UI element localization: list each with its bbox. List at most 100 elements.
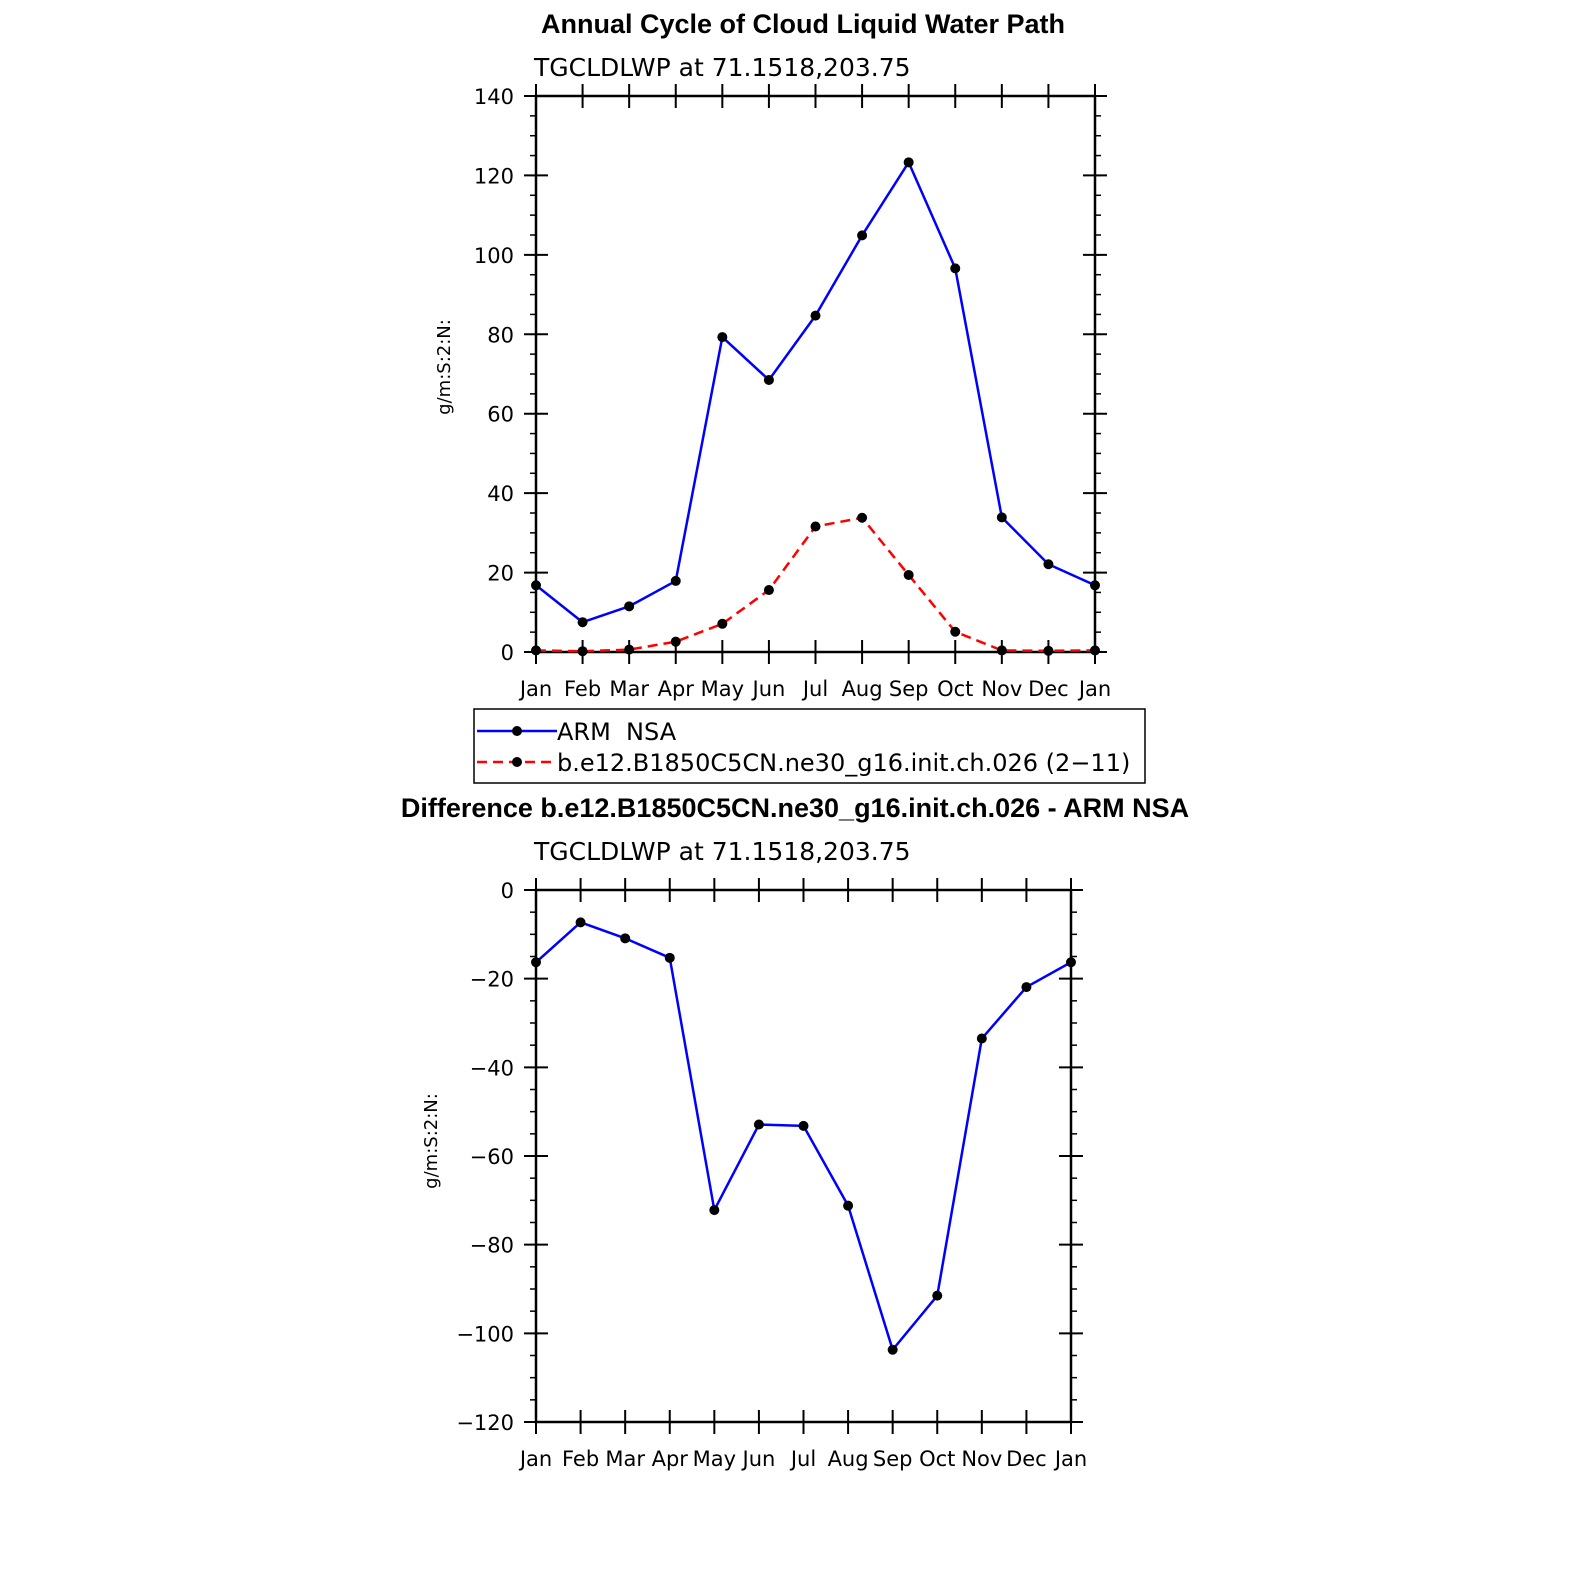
x-tick-label: Oct bbox=[937, 677, 973, 701]
data-point bbox=[903, 569, 914, 580]
x-tick-label: Jan bbox=[1077, 677, 1111, 701]
data-point bbox=[763, 374, 774, 385]
y-tick-label: −120 bbox=[456, 1411, 514, 1435]
x-tick-label: Jul bbox=[801, 677, 828, 701]
chart2-frame bbox=[534, 888, 1073, 1424]
data-point bbox=[531, 957, 541, 968]
x-tick-label: Dec bbox=[1006, 1447, 1047, 1471]
data-point bbox=[670, 575, 681, 586]
data-point bbox=[575, 917, 586, 928]
x-tick-label: Nov bbox=[961, 1447, 1002, 1471]
data-point bbox=[950, 263, 961, 274]
chart2-subtitle: TGCLDLWP at 71.1518,203.75 bbox=[533, 837, 911, 866]
data-point bbox=[1090, 580, 1100, 591]
data-point bbox=[624, 601, 635, 612]
x-tick-label: Jun bbox=[741, 1447, 776, 1471]
chart2-ylabel: g/m:S:2:N: bbox=[421, 1093, 442, 1189]
x-tick-label: Oct bbox=[919, 1447, 955, 1471]
y-tick-label: 140 bbox=[474, 85, 514, 109]
data-point bbox=[976, 1033, 987, 1044]
y-tick-label: −100 bbox=[456, 1322, 514, 1346]
y-tick-label: 100 bbox=[474, 244, 514, 268]
data-point bbox=[810, 310, 821, 321]
legend-label-model: b.e12.B1850C5CN.ne30_g16.init.ch.026 (2−… bbox=[557, 749, 1130, 777]
x-tick-label: Apr bbox=[652, 1447, 689, 1471]
chart2-plot-area bbox=[531, 917, 1076, 1355]
x-tick-label: Feb bbox=[562, 1447, 599, 1471]
x-tick-label: May bbox=[693, 1447, 736, 1471]
data-point bbox=[664, 952, 675, 963]
data-point bbox=[531, 645, 541, 656]
legend-label-arm-nsa: ARM NSA bbox=[557, 718, 677, 746]
data-point bbox=[753, 1119, 764, 1130]
x-tick-label: Jan bbox=[518, 677, 552, 701]
chart1-legend: ARM NSA b.e12.B1850C5CN.ne30_g16.init.ch… bbox=[473, 708, 1146, 784]
x-tick-label: Jul bbox=[789, 1447, 816, 1471]
data-point bbox=[717, 332, 728, 343]
data-point bbox=[577, 617, 588, 628]
x-tick-label: Apr bbox=[658, 677, 695, 701]
y-tick-label: −40 bbox=[470, 1056, 514, 1080]
data-point bbox=[763, 585, 774, 596]
data-point bbox=[1066, 957, 1076, 968]
data-point bbox=[709, 1205, 720, 1216]
chart-difference: Difference b.e12.B1850C5CN.ne30_g16.init… bbox=[401, 793, 1189, 1471]
x-tick-label: May bbox=[701, 677, 744, 701]
y-tick-label: 40 bbox=[487, 482, 514, 506]
legend-marker-arm-nsa bbox=[512, 726, 522, 736]
x-tick-label: Nov bbox=[981, 677, 1022, 701]
chart1-title: Annual Cycle of Cloud Liquid Water Path bbox=[541, 9, 1065, 39]
y-tick-label: 0 bbox=[501, 641, 514, 665]
data-point bbox=[996, 645, 1007, 656]
x-tick-label: Mar bbox=[605, 1447, 645, 1471]
chart1-ylabel: g/m:S:2:N: bbox=[434, 319, 455, 415]
x-tick-label: Jan bbox=[1053, 1447, 1087, 1471]
x-tick-label: Aug bbox=[842, 677, 883, 701]
legend-marker-model bbox=[512, 757, 522, 767]
data-point bbox=[996, 512, 1007, 523]
data-point bbox=[903, 157, 914, 168]
x-tick-label: Mar bbox=[609, 677, 649, 701]
data-point bbox=[1043, 559, 1054, 570]
y-tick-label: 20 bbox=[487, 562, 514, 586]
y-tick-label: −60 bbox=[470, 1145, 514, 1169]
x-tick-label: Sep bbox=[889, 677, 929, 701]
legend-box bbox=[473, 708, 1146, 784]
x-tick-label: Jan bbox=[518, 1447, 552, 1471]
y-tick-label: 0 bbox=[501, 879, 514, 903]
y-tick-label: 60 bbox=[487, 403, 514, 427]
y-tick-label: 120 bbox=[474, 164, 514, 188]
y-tick-label: −20 bbox=[470, 968, 514, 992]
data-point bbox=[810, 521, 821, 532]
data-point bbox=[857, 230, 868, 241]
chart2-title: Difference b.e12.B1850C5CN.ne30_g16.init… bbox=[401, 793, 1189, 823]
data-point bbox=[577, 646, 588, 657]
data-point bbox=[717, 618, 728, 629]
chart1-subtitle: TGCLDLWP at 71.1518,203.75 bbox=[533, 53, 911, 82]
chart1-axes: 0 20 40 60 80 100 120 140 Jan Feb Mar Apr May Jun Jul A… bbox=[474, 84, 1111, 701]
y-tick-label: −80 bbox=[470, 1234, 514, 1258]
y-tick-label: 80 bbox=[487, 323, 514, 347]
data-point bbox=[1021, 982, 1032, 993]
data-point bbox=[670, 636, 681, 647]
data-point bbox=[798, 1120, 809, 1131]
x-tick-label: Sep bbox=[873, 1447, 913, 1471]
x-tick-label: Aug bbox=[828, 1447, 869, 1471]
chart1-frame bbox=[534, 94, 1097, 654]
chart1-plot-area bbox=[531, 157, 1100, 657]
series-line-2 bbox=[535, 516, 1096, 653]
x-tick-label: Dec bbox=[1028, 677, 1069, 701]
data-point bbox=[950, 626, 961, 637]
data-point bbox=[1090, 645, 1100, 656]
data-point bbox=[887, 1344, 898, 1355]
data-point bbox=[843, 1200, 854, 1211]
chart-annual-cycle: Annual Cycle of Cloud Liquid Water Path … bbox=[434, 9, 1146, 784]
data-point bbox=[531, 580, 541, 591]
data-point bbox=[620, 933, 631, 944]
data-point bbox=[857, 512, 868, 523]
x-tick-label: Feb bbox=[564, 677, 601, 701]
data-point bbox=[932, 1290, 943, 1301]
data-point bbox=[624, 644, 635, 655]
